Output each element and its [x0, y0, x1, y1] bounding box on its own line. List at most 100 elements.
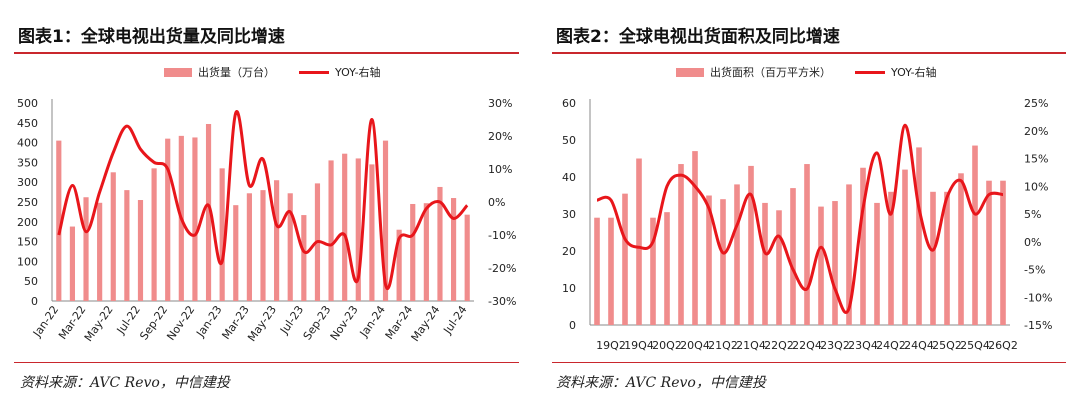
x-tick-label: 20Q4: [680, 339, 710, 352]
bar: [69, 226, 76, 301]
y-tick-label-right: 10%: [1024, 180, 1048, 193]
x-tick-label: 22Q4: [792, 339, 822, 352]
bar: [1000, 180, 1006, 325]
bar: [274, 180, 280, 301]
y-tick-label-left: 60: [562, 97, 576, 110]
bar: [396, 229, 402, 301]
bar: [720, 199, 726, 325]
bar: [355, 158, 361, 301]
bar: [958, 173, 964, 325]
y-tick-label-right: 20%: [488, 130, 512, 143]
y-tick-label-left: 500: [17, 97, 38, 110]
x-tick-label: May-22: [82, 303, 116, 344]
bar: [165, 138, 171, 301]
x-tick-label: 21Q2: [708, 339, 738, 352]
y-tick-label-left: 0: [31, 295, 38, 308]
y-tick-label-right: -15%: [1024, 319, 1052, 332]
y-tick-label-left: 150: [17, 236, 38, 249]
y-tick-label-left: 450: [17, 117, 38, 130]
bar: [328, 160, 334, 301]
y-tick-label-left: 100: [17, 255, 38, 268]
bar: [464, 214, 470, 301]
bar: [748, 165, 754, 325]
bar: [664, 212, 670, 325]
bar: [342, 153, 348, 301]
y-tick-label-right: 0%: [488, 196, 505, 209]
x-tick-label: May-24: [409, 303, 443, 344]
bar: [902, 169, 908, 325]
y-tick-label-right: 25%: [1024, 97, 1048, 110]
bar: [410, 203, 416, 301]
bar: [650, 217, 656, 325]
x-tick-label: 25Q2: [932, 339, 962, 352]
y-tick-label-left: 400: [17, 137, 38, 150]
y-tick-label-left: 50: [562, 134, 576, 147]
x-tick-label: 23Q2: [820, 339, 850, 352]
legend-bar-label: 出货量（万台）: [198, 66, 275, 79]
chart-legend: 出货量（万台） YOY-右轴: [164, 64, 381, 80]
y-tick-label-right: 15%: [1024, 153, 1048, 166]
x-tick-label: 19Q4: [624, 339, 654, 352]
bar: [301, 215, 307, 301]
title-rule: [552, 52, 1066, 54]
y-tick-label-right: -20%: [488, 262, 516, 275]
y-tick-label-right: 20%: [1024, 125, 1048, 138]
bar: [382, 140, 389, 301]
bar: [56, 140, 62, 301]
legend-bar-swatch: [164, 67, 192, 77]
bar: [916, 147, 922, 325]
y-tick-label-right: 5%: [1024, 208, 1041, 221]
bar: [734, 184, 740, 325]
bar: [369, 164, 375, 301]
bar: [246, 193, 252, 301]
bar: [678, 164, 684, 325]
x-tick-label: 20Q2: [652, 339, 682, 352]
legend-bar-label: 出货面积（百万平方米）: [710, 66, 831, 79]
bar: [423, 203, 429, 301]
x-tick-label: 21Q4: [736, 339, 766, 352]
y-tick-label-right: 10%: [488, 163, 512, 176]
source-note: 资料来源：AVC Revo，中信建投: [20, 375, 230, 391]
bar: [860, 167, 866, 325]
x-tick-label: 22Q2: [764, 339, 794, 352]
bar: [233, 205, 239, 301]
bar: [818, 206, 824, 325]
legend-line-label: YOY-右轴: [891, 66, 937, 79]
y-tick-label-right: -10%: [1024, 291, 1052, 304]
y-tick-label-left: 20: [562, 245, 576, 258]
x-tick-label: 25Q4: [960, 339, 990, 352]
x-tick-label: May-23: [245, 303, 279, 344]
bar: [636, 158, 642, 325]
legend-line-swatch: [855, 70, 885, 74]
bar: [287, 193, 293, 301]
x-tick-label: 26Q2: [988, 339, 1018, 352]
legend-line-label: YOY-右轴: [335, 66, 381, 79]
chart-title: 图表2：全球电视出货面积及同比增速: [556, 27, 840, 47]
legend-bar-swatch: [676, 67, 704, 77]
chart-2-plot: 0 10 20 30 40 50 60 -15% -10% -5% 0% 5% 10% 15% 20% 25%…: [562, 97, 1052, 352]
title-rule: [14, 52, 519, 54]
bar: [972, 145, 978, 325]
x-tick-label: Nov-22: [164, 303, 197, 343]
y-tick-label-left: 30: [562, 208, 576, 221]
bar: [192, 137, 198, 301]
y-tick-label-right: -5%: [1024, 264, 1045, 277]
source-rule: [14, 362, 519, 363]
source-rule: [552, 362, 1066, 363]
yoy-line: [596, 123, 1004, 314]
bar: [594, 217, 600, 325]
bar: [622, 193, 628, 325]
y-tick-label-right: 0%: [1024, 236, 1041, 249]
y-tick-label-left: 250: [17, 196, 38, 209]
bar: [790, 188, 796, 325]
x-tick-label: 19Q2: [596, 339, 626, 352]
yoy-line: [57, 110, 469, 290]
bar: [450, 198, 457, 301]
bar: [83, 197, 89, 301]
bar: [930, 191, 936, 325]
bar: [260, 190, 266, 301]
bar: [219, 168, 225, 301]
y-tick-label-left: 40: [562, 171, 576, 184]
y-tick-label-left: 10: [562, 282, 576, 295]
x-tick-label: 24Q2: [876, 339, 906, 352]
